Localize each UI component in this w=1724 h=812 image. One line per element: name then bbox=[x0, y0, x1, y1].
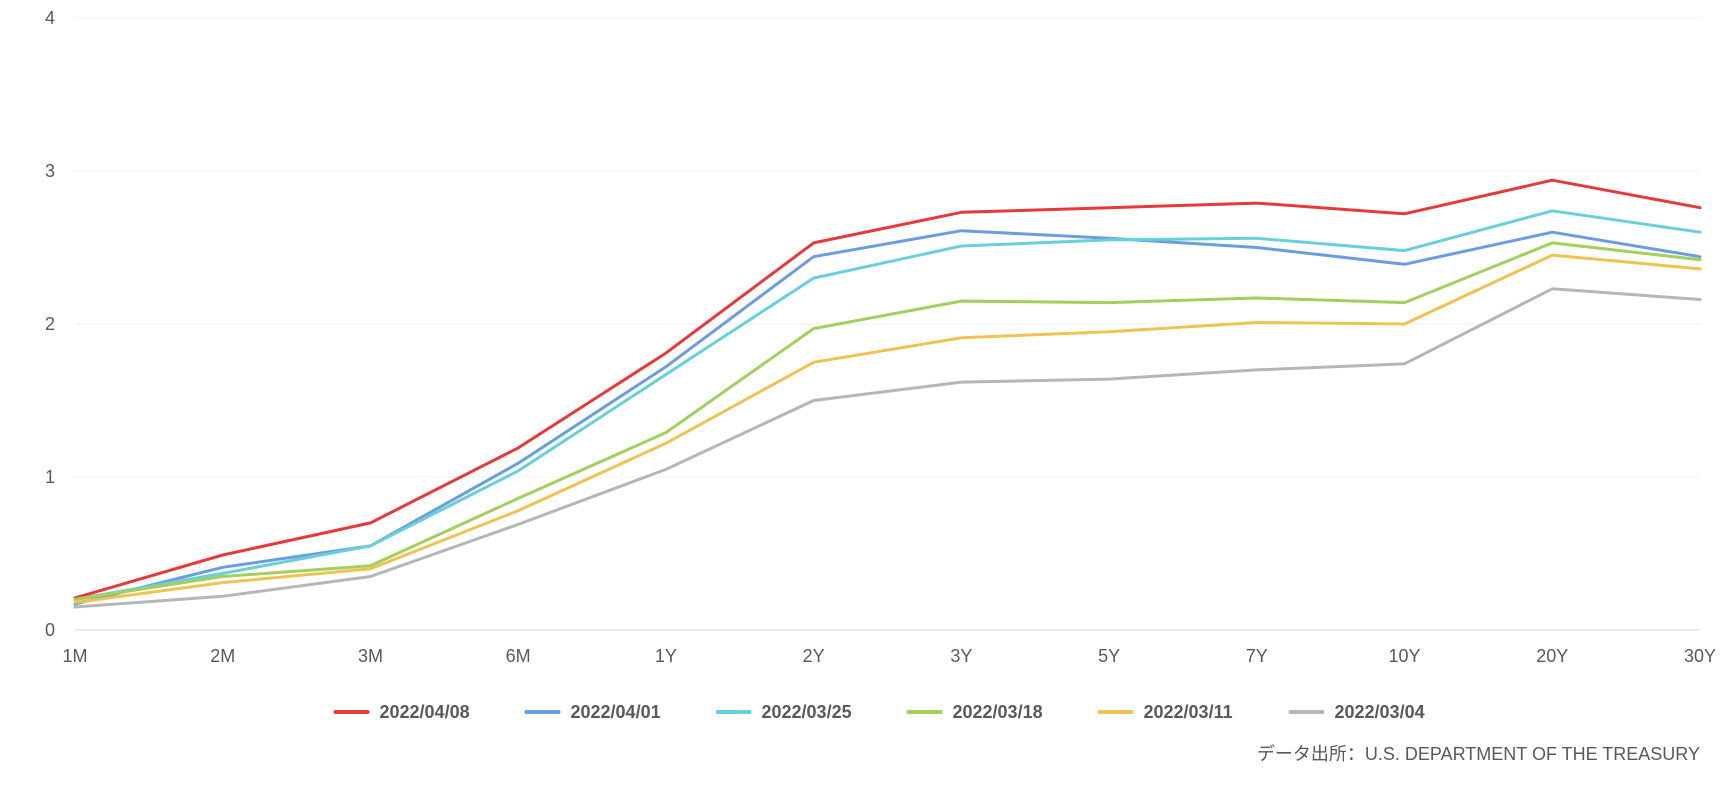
legend-label: 2022/03/04 bbox=[1335, 702, 1425, 722]
series-line bbox=[75, 231, 1700, 604]
series-line bbox=[75, 211, 1700, 600]
x-tick-label: 10Y bbox=[1389, 646, 1421, 666]
y-tick-label: 3 bbox=[45, 161, 55, 181]
y-tick-label: 0 bbox=[45, 620, 55, 640]
chart-container: 0 1 2 3 4 1M 2M 3M 6M 1Y 2Y 3Y 5Y 7Y 10Y 20Y 30Y 2022/04/… bbox=[0, 0, 1724, 812]
yield-curve-chart: 0 1 2 3 4 1M 2M 3M 6M 1Y 2Y 3Y 5Y 7Y 10Y 20Y 30Y 2022/04/… bbox=[0, 0, 1724, 812]
x-tick-label: 6M bbox=[506, 646, 531, 666]
x-tick-label: 3Y bbox=[950, 646, 972, 666]
legend-label: 2022/04/01 bbox=[571, 702, 661, 722]
x-tick-label: 2Y bbox=[803, 646, 825, 666]
x-tick-label: 1M bbox=[62, 646, 87, 666]
y-tick-label: 1 bbox=[45, 467, 55, 487]
x-tick-label: 30Y bbox=[1684, 646, 1716, 666]
legend-label: 2022/03/18 bbox=[953, 702, 1043, 722]
legend-label: 2022/03/11 bbox=[1144, 702, 1233, 722]
x-tick-label: 5Y bbox=[1098, 646, 1120, 666]
x-tick-label: 7Y bbox=[1246, 646, 1268, 666]
y-tick-label: 2 bbox=[45, 314, 55, 334]
source-label: データ出所：U.S. DEPARTMENT OF THE TREASURY bbox=[1257, 744, 1700, 764]
x-tick-label: 1Y bbox=[655, 646, 677, 666]
y-tick-label: 4 bbox=[45, 8, 55, 28]
x-tick-label: 3M bbox=[358, 646, 383, 666]
legend-label: 2022/04/08 bbox=[380, 702, 470, 722]
series-line bbox=[75, 243, 1700, 600]
legend-label: 2022/03/25 bbox=[762, 702, 852, 722]
series-line bbox=[75, 255, 1700, 602]
x-tick-label: 20Y bbox=[1536, 646, 1568, 666]
x-tick-label: 2M bbox=[210, 646, 235, 666]
series-line bbox=[75, 289, 1700, 607]
